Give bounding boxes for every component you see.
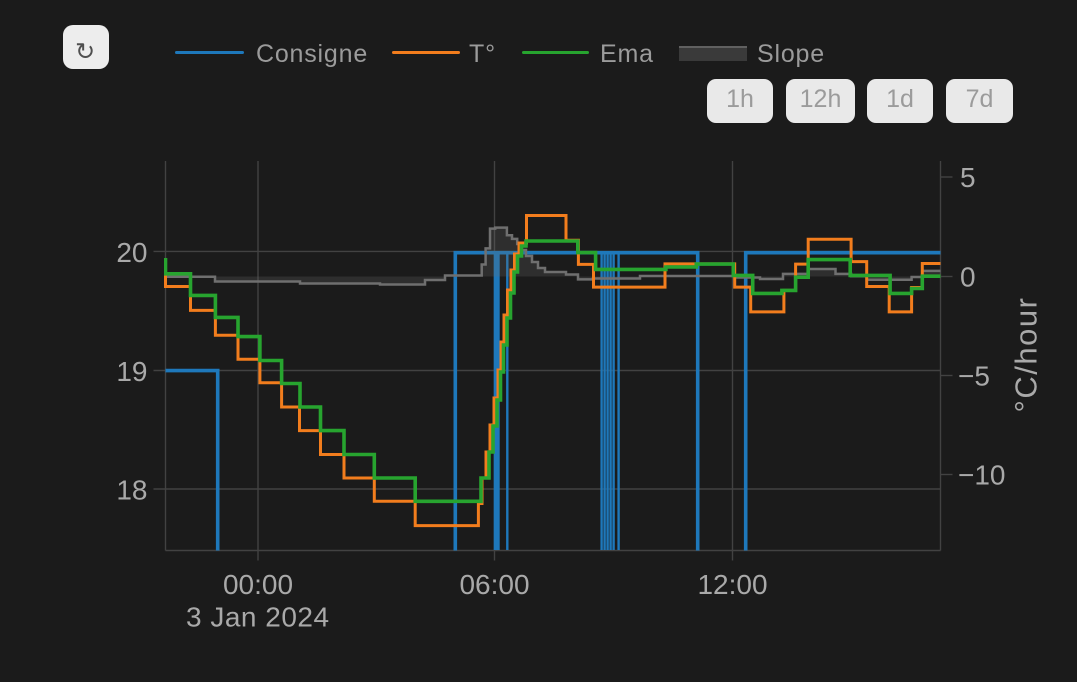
- svg-text:−10: −10: [958, 460, 1006, 491]
- svg-text:0: 0: [960, 262, 976, 293]
- svg-text:19: 19: [116, 356, 147, 387]
- svg-text:5: 5: [960, 162, 976, 193]
- svg-text:18: 18: [116, 475, 147, 506]
- svg-text:3 Jan 2024: 3 Jan 2024: [186, 602, 330, 633]
- svg-text:00:00: 00:00: [223, 569, 293, 600]
- svg-text:−5: −5: [958, 361, 990, 392]
- svg-text:06:00: 06:00: [459, 569, 529, 600]
- svg-text:20: 20: [116, 237, 147, 268]
- svg-text:12:00: 12:00: [697, 569, 767, 600]
- svg-text:°C/hour: °C/hour: [1009, 297, 1044, 413]
